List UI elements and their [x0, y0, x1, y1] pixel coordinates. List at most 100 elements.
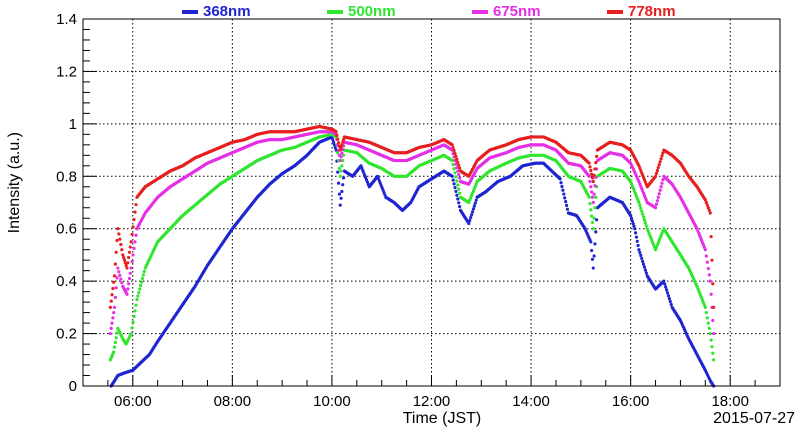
- data-point: [467, 221, 471, 226]
- data-point: [631, 221, 635, 226]
- data-point: [712, 305, 716, 309]
- data-point: [592, 216, 596, 220]
- data-point: [712, 358, 716, 362]
- data-point: [591, 179, 595, 184]
- data-point: [453, 151, 457, 156]
- data-point: [635, 239, 639, 243]
- data-point: [639, 206, 643, 210]
- data-point: [638, 203, 642, 208]
- data-point: [711, 351, 715, 355]
- y-tick-label: 0.8: [56, 168, 77, 185]
- y-tick-label: 1: [69, 116, 77, 133]
- data-point: [132, 217, 136, 222]
- data-point: [111, 286, 115, 291]
- data-point: [588, 201, 592, 206]
- data-point: [451, 146, 455, 150]
- data-point: [119, 242, 123, 247]
- data-point: [590, 190, 594, 194]
- data-point: [112, 305, 117, 309]
- data-point: [707, 326, 711, 330]
- legend-label: 778nm: [628, 3, 676, 20]
- data-point: [643, 221, 647, 225]
- data-point: [340, 151, 344, 155]
- y-tick-label: 1.2: [56, 63, 77, 80]
- data-point: [341, 176, 346, 180]
- data-point: [115, 238, 119, 243]
- data-point: [629, 214, 633, 218]
- data-point: [589, 208, 593, 212]
- data-point: [118, 237, 122, 241]
- data-point: [340, 164, 344, 168]
- data-point: [455, 179, 459, 183]
- data-point: [591, 266, 595, 270]
- data-point: [644, 224, 648, 228]
- data-point: [590, 172, 594, 176]
- data-point: [644, 271, 648, 275]
- grid-lines: [83, 19, 780, 386]
- data-point: [641, 262, 646, 266]
- data-point: [564, 200, 568, 204]
- data-point: [454, 175, 458, 179]
- y-tick-label: 1.4: [56, 11, 77, 28]
- legend-label: 675nm: [493, 3, 541, 20]
- data-point: [130, 232, 134, 236]
- data-point: [706, 266, 710, 271]
- data-point: [334, 148, 338, 152]
- data-point: [593, 167, 597, 171]
- data-point: [655, 199, 659, 203]
- data-point: [128, 245, 132, 249]
- data-point: [587, 161, 591, 165]
- data-point: [109, 299, 113, 303]
- data-point: [705, 203, 709, 207]
- data-point: [450, 143, 454, 147]
- data-point: [137, 290, 141, 295]
- data-point: [121, 253, 125, 257]
- data-point: [703, 248, 707, 252]
- data-point: [331, 140, 336, 144]
- data-point: [642, 265, 647, 269]
- data-point: [453, 171, 457, 175]
- data-point: [588, 179, 592, 184]
- data-point: [115, 331, 119, 335]
- data-point: [710, 345, 714, 349]
- data-series: [108, 124, 716, 388]
- data-point: [658, 160, 662, 164]
- data-point: [641, 259, 645, 263]
- data-point: [340, 143, 344, 147]
- data-point: [637, 248, 641, 252]
- data-point: [453, 186, 457, 190]
- data-point: [333, 145, 337, 150]
- data-point: [662, 279, 666, 283]
- data-point: [634, 231, 638, 235]
- data-point: [636, 243, 640, 248]
- data-point: [590, 248, 594, 253]
- data-point: [633, 227, 637, 231]
- data-point: [592, 192, 596, 196]
- data-point: [592, 173, 596, 177]
- data-point: [127, 255, 131, 260]
- data-point: [140, 276, 145, 281]
- tick-labels: 06:00 08:00 10:00 12:00 14:00 16:00 18:00 0 0.2 0…: [56, 11, 749, 410]
- data-point: [589, 168, 593, 173]
- data-point: [338, 174, 342, 178]
- data-point: [139, 283, 143, 288]
- data-point: [590, 214, 594, 218]
- data-point: [139, 280, 144, 284]
- x-tick-label: 08:00: [214, 393, 252, 410]
- data-point: [590, 257, 595, 261]
- y-axis-title: Intensity (a.u.): [6, 132, 23, 233]
- data-point: [450, 158, 454, 163]
- data-point: [117, 232, 121, 236]
- data-point: [114, 250, 118, 254]
- data-point: [337, 192, 341, 196]
- data-point: [654, 202, 659, 206]
- data-point: [706, 321, 710, 325]
- data-point: [111, 316, 115, 320]
- data-point: [703, 198, 707, 202]
- data-point: [709, 234, 713, 239]
- data-point: [640, 209, 644, 213]
- legend: 368nm 500nm 675nm 778nm: [182, 3, 676, 20]
- data-point: [458, 176, 462, 180]
- data-point: [594, 195, 598, 199]
